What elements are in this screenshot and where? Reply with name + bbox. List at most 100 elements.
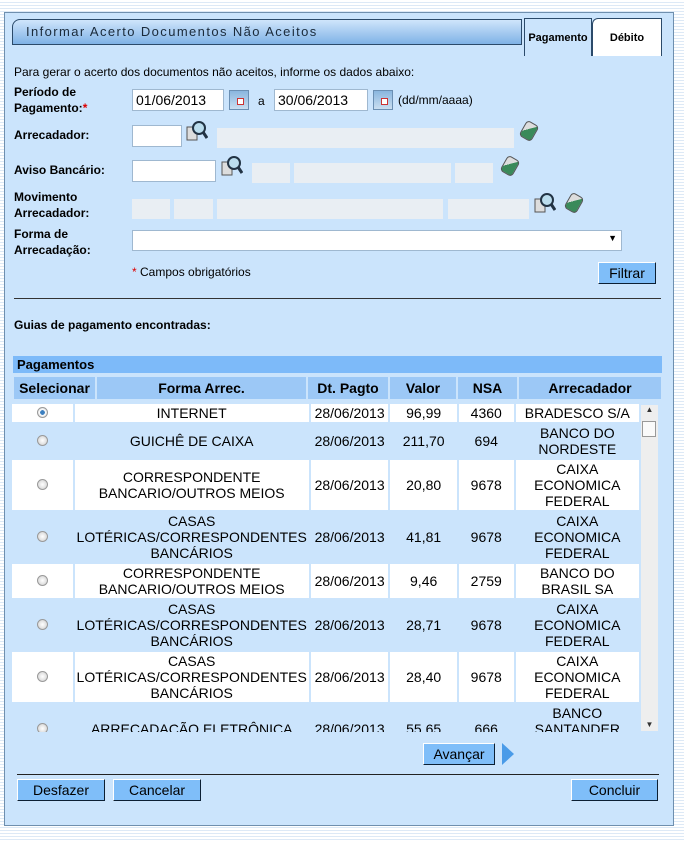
row-radio[interactable] xyxy=(36,407,48,418)
table-row[interactable]: GUICHÊ DE CAIXA 28/06/2013 211,70 694 BANCO … xyxy=(12,424,639,458)
arrow-right-icon[interactable] xyxy=(501,742,515,766)
periodo-label-line1: Período de xyxy=(14,85,77,99)
select-cell xyxy=(12,512,73,562)
scroll-thumb[interactable] xyxy=(642,421,656,437)
date-to-input[interactable] xyxy=(274,89,368,111)
cell-arrec: BRADESCO S/A xyxy=(515,404,639,422)
row-radio[interactable] xyxy=(36,575,48,586)
cell-dt: 28/06/2013 xyxy=(310,704,389,732)
scroll-up-icon[interactable]: ▲ xyxy=(645,405,654,414)
cell-dt: 28/06/2013 xyxy=(310,512,389,562)
col-header-selecionar: Selecionar xyxy=(14,377,95,399)
col-header-nsa: NSA xyxy=(458,377,517,399)
arrecadador-name-field xyxy=(217,128,514,148)
date-from-input[interactable] xyxy=(132,89,224,111)
select-cell xyxy=(12,424,73,458)
required-note-text: Campos obrigatórios xyxy=(140,265,251,279)
page-title: Informar Acerto Documentos Não Aceitos xyxy=(12,19,522,45)
tab-pagamento[interactable]: Pagamento xyxy=(524,18,592,56)
intro-text: Para gerar o acerto dos documentos não a… xyxy=(14,65,415,79)
cell-arrec: BANCO DO BRASIL SA xyxy=(515,564,639,598)
forma-select[interactable]: ▼ xyxy=(132,230,622,251)
cell-forma: ARRECADAÇÃO ELETRÔNICA xyxy=(74,704,309,732)
filter-button[interactable]: Filtrar xyxy=(598,262,656,284)
forma-label-line2: Arrecadação: xyxy=(14,243,91,257)
col-header-arrecadador: Arrecadador xyxy=(519,377,661,399)
row-radio[interactable] xyxy=(36,723,48,732)
required-mark: * xyxy=(82,101,88,115)
cell-valor: 20,80 xyxy=(390,460,457,510)
cell-forma: CASAS LOTÉRICAS/CORRESPONDENTES BANCÁRIO… xyxy=(74,600,309,650)
cell-dt: 28/06/2013 xyxy=(310,564,389,598)
scroll-down-icon[interactable]: ▼ xyxy=(645,720,654,729)
cell-dt: 28/06/2013 xyxy=(310,652,389,702)
cell-valor: 211,70 xyxy=(390,424,457,458)
search-icon[interactable] xyxy=(186,120,208,142)
calendar-icon[interactable] xyxy=(229,90,249,110)
results-heading: Guias de pagamento encontradas: xyxy=(14,318,211,332)
cell-arrec: BANCO DO NORDESTE xyxy=(515,424,639,458)
cell-valor: 41,81 xyxy=(390,512,457,562)
search-icon[interactable] xyxy=(534,192,556,214)
date-separator: a xyxy=(258,94,265,108)
forma-label: Forma de Arrecadação: xyxy=(14,226,91,258)
scrollbar[interactable]: ▲ ▼ xyxy=(641,405,658,731)
table-row[interactable]: CASAS LOTÉRICAS/CORRESPONDENTES BANCÁRIO… xyxy=(12,512,639,562)
results-list: INTERNET 28/06/2013 96,99 4360 BRADESCO S/A G… xyxy=(10,402,658,732)
table-row[interactable]: CORRESPONDENTE BANCARIO/OUTROS MEIOS 28/0… xyxy=(12,460,639,510)
required-note: * Campos obrigatórios xyxy=(132,265,251,279)
cell-forma: CORRESPONDENTE BANCARIO/OUTROS MEIOS xyxy=(74,460,309,510)
cell-nsa: 9678 xyxy=(458,652,514,702)
select-cell xyxy=(12,652,73,702)
table-row[interactable]: CASAS LOTÉRICAS/CORRESPONDENTES BANCÁRIO… xyxy=(12,600,639,650)
table-title: Pagamentos xyxy=(13,356,662,373)
divider xyxy=(17,774,659,775)
aviso-input[interactable] xyxy=(132,160,216,182)
select-cell xyxy=(12,704,73,732)
cell-arrec: CAIXA ECONOMICA FEDERAL xyxy=(515,652,639,702)
calendar-icon[interactable] xyxy=(373,90,393,110)
cancel-button[interactable]: Cancelar xyxy=(113,779,201,801)
table-row[interactable]: CORRESPONDENTE BANCARIO/OUTROS MEIOS 28/0… xyxy=(12,564,639,598)
movimento-field-4 xyxy=(448,199,529,219)
row-radio[interactable] xyxy=(36,671,48,682)
aviso-field-2 xyxy=(294,163,451,183)
cell-valor: 9,46 xyxy=(390,564,457,598)
undo-button[interactable]: Desfazer xyxy=(17,779,105,801)
movimento-field-3 xyxy=(217,199,443,219)
finish-button[interactable]: Concluir xyxy=(571,779,658,801)
col-header-forma: Forma Arrec. xyxy=(97,377,306,399)
cell-forma: INTERNET xyxy=(74,404,309,422)
cell-dt: 28/06/2013 xyxy=(310,600,389,650)
divider xyxy=(14,298,661,299)
chevron-down-icon: ▼ xyxy=(608,233,617,243)
movimento-label-line2: Arrecadador: xyxy=(14,206,90,220)
row-radio[interactable] xyxy=(36,531,48,542)
cell-dt: 28/06/2013 xyxy=(310,404,389,422)
col-header-valor: Valor xyxy=(390,377,456,399)
row-radio[interactable] xyxy=(36,619,48,630)
table-row[interactable]: INTERNET 28/06/2013 96,99 4360 BRADESCO S/A xyxy=(12,404,639,422)
aviso-field-1 xyxy=(252,163,290,183)
search-icon[interactable] xyxy=(221,155,243,177)
aviso-label: Aviso Bancário: xyxy=(14,163,105,177)
select-cell xyxy=(12,460,73,510)
cell-nsa: 2759 xyxy=(458,564,514,598)
table-row[interactable]: CASAS LOTÉRICAS/CORRESPONDENTES BANCÁRIO… xyxy=(12,652,639,702)
table-row[interactable]: ARRECADAÇÃO ELETRÔNICA 28/06/2013 55,65 666… xyxy=(12,704,639,732)
row-radio[interactable] xyxy=(36,479,48,490)
cell-arrec: CAIXA ECONOMICA FEDERAL xyxy=(515,512,639,562)
tab-debito[interactable]: Débito xyxy=(592,18,662,56)
select-cell xyxy=(12,564,73,598)
advance-button[interactable]: Avançar xyxy=(423,743,495,765)
cell-nsa: 9678 xyxy=(458,600,514,650)
cell-dt: 28/06/2013 xyxy=(310,460,389,510)
cell-dt: 28/06/2013 xyxy=(310,424,389,458)
col-header-dt: Dt. Pagto xyxy=(308,377,388,399)
row-radio[interactable] xyxy=(36,435,48,446)
cell-nsa: 9678 xyxy=(458,512,514,562)
required-mark: * xyxy=(132,265,137,279)
cell-nsa: 694 xyxy=(458,424,514,458)
cell-valor: 28,71 xyxy=(390,600,457,650)
arrecadador-code-input[interactable] xyxy=(132,125,182,147)
